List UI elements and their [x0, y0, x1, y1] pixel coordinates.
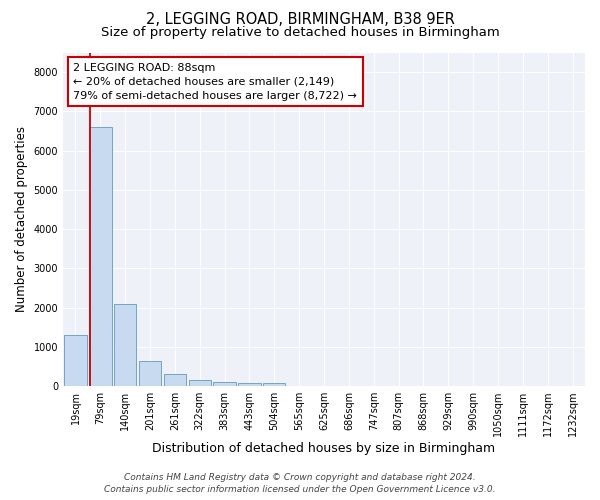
- Bar: [263, 383, 286, 386]
- Bar: [188, 380, 211, 386]
- Text: 2 LEGGING ROAD: 88sqm
← 20% of detached houses are smaller (2,149)
79% of semi-d: 2 LEGGING ROAD: 88sqm ← 20% of detached …: [73, 62, 358, 100]
- X-axis label: Distribution of detached houses by size in Birmingham: Distribution of detached houses by size …: [152, 442, 496, 455]
- Y-axis label: Number of detached properties: Number of detached properties: [15, 126, 28, 312]
- Bar: [64, 335, 86, 386]
- Text: Contains HM Land Registry data © Crown copyright and database right 2024.
Contai: Contains HM Land Registry data © Crown c…: [104, 472, 496, 494]
- Bar: [238, 383, 260, 386]
- Bar: [114, 304, 136, 386]
- Bar: [164, 374, 186, 386]
- Bar: [214, 382, 236, 386]
- Text: 2, LEGGING ROAD, BIRMINGHAM, B38 9ER: 2, LEGGING ROAD, BIRMINGHAM, B38 9ER: [146, 12, 454, 28]
- Bar: [139, 360, 161, 386]
- Text: Size of property relative to detached houses in Birmingham: Size of property relative to detached ho…: [101, 26, 499, 39]
- Bar: [89, 127, 112, 386]
